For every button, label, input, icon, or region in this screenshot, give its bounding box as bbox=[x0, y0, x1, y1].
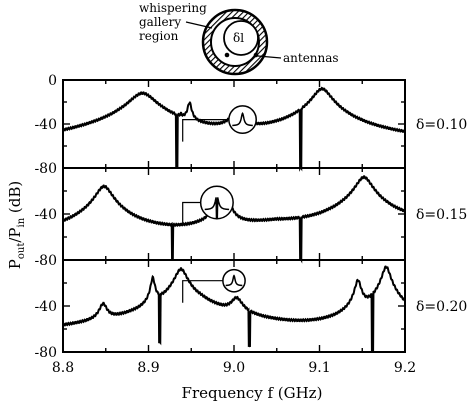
delta-label: δ=0.15 bbox=[416, 207, 467, 223]
y-tick-label: -80 bbox=[34, 161, 57, 177]
panels: 0 -40 -80 δ=0.10 -40 -80 δ=0.15 -40 -80 δ=0.20 8.8… bbox=[34, 73, 467, 376]
y-tick-label: -80 bbox=[34, 345, 57, 361]
antenna-dot-right bbox=[253, 52, 259, 58]
x-tick-label: 9.1 bbox=[308, 360, 330, 376]
inner-disk-circle bbox=[223, 20, 259, 56]
x-tick-label: 8.9 bbox=[137, 360, 159, 376]
zoom-pointer-line bbox=[182, 280, 223, 303]
billiard-inset: δl whispering gallery region antennas bbox=[139, 1, 339, 76]
panel-3: -40 -80 δ=0.20 bbox=[34, 259, 467, 361]
panel-1: 0 -40 -80 δ=0.10 bbox=[34, 73, 467, 177]
antennas-label: antennas bbox=[283, 51, 339, 65]
whispering-label-3: region bbox=[139, 29, 179, 43]
y-tick-label: 0 bbox=[48, 73, 57, 89]
zoom-circle bbox=[228, 105, 257, 135]
antennas-pointer bbox=[257, 55, 282, 59]
ylabel-db: (dB) bbox=[6, 181, 24, 218]
y-tick-label: -80 bbox=[34, 253, 57, 269]
inset-center-label: δl bbox=[233, 31, 244, 45]
ylabel-in: in bbox=[16, 217, 27, 227]
zoom-pointer-line bbox=[182, 201, 201, 225]
y-tick-label: -40 bbox=[34, 207, 57, 223]
zoom-peak bbox=[225, 274, 243, 287]
x-tick-label: 8.8 bbox=[52, 360, 74, 376]
antenna-dot-left bbox=[224, 52, 230, 58]
y-tick-label: -40 bbox=[34, 117, 57, 133]
zoom-pointer-line bbox=[182, 118, 229, 142]
zoom-peak bbox=[204, 197, 230, 220]
delta-label: δ=0.20 bbox=[416, 299, 467, 315]
x-axis-label: Frequency f (GHz) bbox=[182, 384, 323, 402]
x-tick-label: 9.0 bbox=[223, 360, 245, 376]
delta-label: δ=0.10 bbox=[416, 117, 467, 133]
ylabel-p2: /P bbox=[6, 228, 24, 243]
whispering-label-1: whispering bbox=[139, 1, 207, 15]
whispering-pointer bbox=[185, 21, 213, 29]
panel-frame bbox=[62, 167, 406, 261]
ylabel-p1: P bbox=[6, 259, 24, 269]
whispering-label-2: gallery bbox=[139, 15, 181, 29]
spectrum-trace bbox=[62, 175, 406, 264]
y-tick-label: -40 bbox=[34, 299, 57, 315]
panel-2: -40 -80 δ=0.15 bbox=[34, 167, 467, 269]
x-tick-label: 9.2 bbox=[394, 360, 416, 376]
spectrum-trace bbox=[62, 265, 406, 353]
zoom-circle bbox=[222, 268, 246, 293]
ylabel-out: out bbox=[16, 243, 27, 259]
y-axis-label: Pout/Pin (dB) bbox=[6, 181, 27, 269]
zoom-peak bbox=[232, 112, 253, 127]
